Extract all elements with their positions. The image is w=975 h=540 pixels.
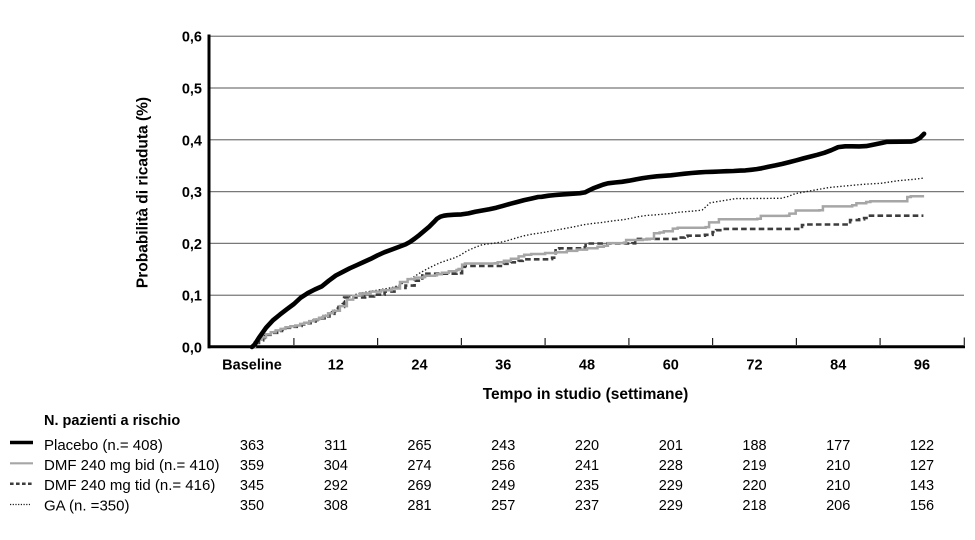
svg-text:359: 359 bbox=[240, 458, 264, 474]
svg-text:177: 177 bbox=[826, 438, 850, 454]
svg-text:Probabilità di ricaduta (%): Probabilità di ricaduta (%) bbox=[135, 97, 152, 288]
svg-text:274: 274 bbox=[407, 458, 431, 474]
svg-text:24: 24 bbox=[411, 357, 427, 373]
svg-text:292: 292 bbox=[324, 478, 348, 494]
svg-text:350: 350 bbox=[240, 498, 264, 514]
svg-text:206: 206 bbox=[826, 498, 850, 514]
svg-text:0,5: 0,5 bbox=[182, 82, 202, 98]
svg-text:249: 249 bbox=[491, 478, 515, 494]
svg-text:237: 237 bbox=[575, 498, 599, 514]
svg-text:311: 311 bbox=[324, 438, 347, 454]
svg-text:308: 308 bbox=[324, 498, 348, 514]
svg-text:229: 229 bbox=[659, 478, 683, 494]
svg-text:48: 48 bbox=[579, 357, 595, 373]
svg-text:122: 122 bbox=[910, 438, 934, 454]
svg-text:345: 345 bbox=[240, 478, 264, 494]
svg-text:220: 220 bbox=[575, 438, 599, 454]
svg-text:235: 235 bbox=[575, 478, 599, 494]
svg-text:241: 241 bbox=[575, 458, 599, 474]
svg-text:0,0: 0,0 bbox=[182, 341, 202, 357]
svg-text:0,2: 0,2 bbox=[182, 237, 202, 253]
svg-text:210: 210 bbox=[826, 478, 850, 494]
svg-text:84: 84 bbox=[830, 357, 846, 373]
svg-text:DMF 240 mg tid (n.= 416): DMF 240 mg tid (n.= 416) bbox=[44, 477, 215, 494]
svg-text:Baseline: Baseline bbox=[222, 357, 282, 373]
svg-text:36: 36 bbox=[495, 357, 511, 373]
svg-text:143: 143 bbox=[910, 478, 934, 494]
svg-text:0,6: 0,6 bbox=[182, 30, 202, 46]
svg-text:363: 363 bbox=[240, 438, 264, 454]
svg-text:72: 72 bbox=[746, 357, 762, 373]
svg-text:0,1: 0,1 bbox=[182, 289, 202, 305]
svg-text:60: 60 bbox=[663, 357, 679, 373]
svg-text:219: 219 bbox=[742, 458, 766, 474]
svg-text:156: 156 bbox=[910, 498, 934, 514]
svg-text:Placebo (n.= 408): Placebo (n.= 408) bbox=[44, 437, 163, 454]
svg-text:DMF 240 mg bid (n.= 410): DMF 240 mg bid (n.= 410) bbox=[44, 457, 220, 474]
svg-text:201: 201 bbox=[659, 438, 683, 454]
svg-text:188: 188 bbox=[742, 438, 766, 454]
svg-text:229: 229 bbox=[659, 498, 683, 514]
svg-text:256: 256 bbox=[491, 458, 515, 474]
svg-text:265: 265 bbox=[407, 438, 431, 454]
svg-text:12: 12 bbox=[328, 357, 344, 373]
svg-text:228: 228 bbox=[659, 458, 683, 474]
svg-text:GA (n. =350): GA (n. =350) bbox=[44, 497, 129, 514]
svg-text:210: 210 bbox=[826, 458, 850, 474]
svg-text:96: 96 bbox=[914, 357, 930, 373]
svg-text:304: 304 bbox=[324, 458, 348, 474]
svg-text:127: 127 bbox=[910, 458, 934, 474]
svg-text:220: 220 bbox=[742, 478, 766, 494]
svg-text:Tempo in studio (settimane): Tempo in studio (settimane) bbox=[483, 386, 689, 403]
svg-text:N. pazienti a rischio: N. pazienti a rischio bbox=[44, 413, 180, 429]
svg-text:0,4: 0,4 bbox=[182, 133, 202, 149]
svg-text:257: 257 bbox=[491, 498, 515, 514]
svg-text:218: 218 bbox=[742, 498, 766, 514]
svg-text:243: 243 bbox=[491, 438, 515, 454]
svg-text:0,3: 0,3 bbox=[182, 185, 202, 201]
svg-text:269: 269 bbox=[407, 478, 431, 494]
svg-text:281: 281 bbox=[407, 498, 431, 514]
